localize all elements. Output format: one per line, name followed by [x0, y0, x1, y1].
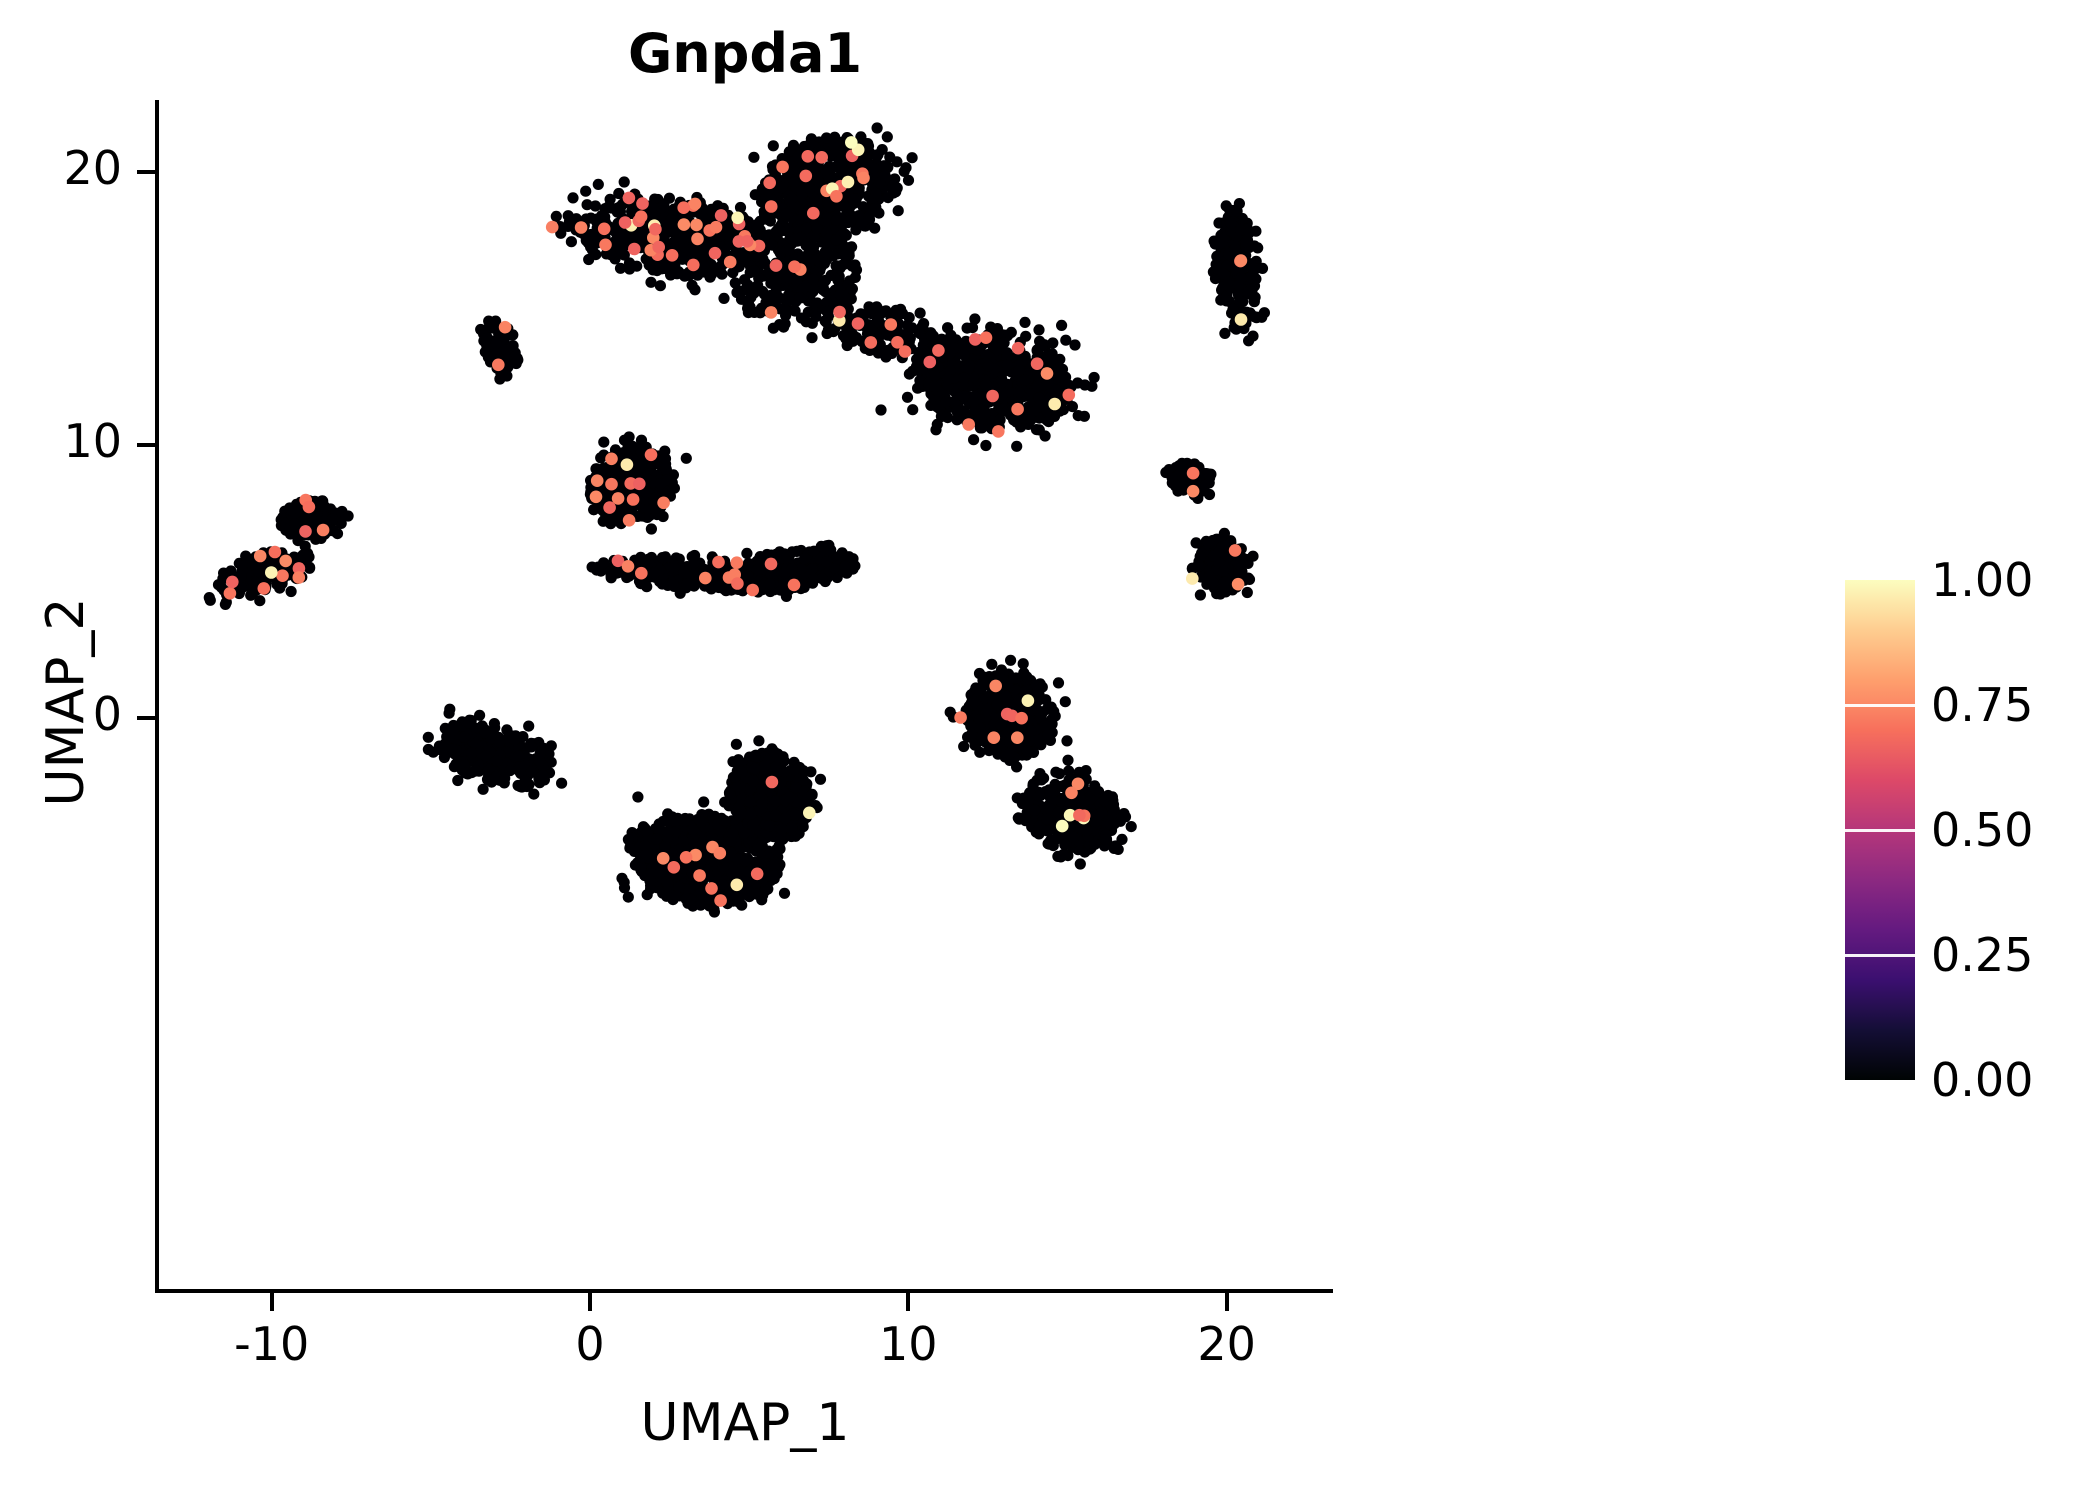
x-tick-mark — [588, 1293, 592, 1311]
y-tick-mark — [137, 716, 155, 720]
scatter-points-high-expression — [223, 136, 1248, 907]
x-tick-label: 10 — [879, 1317, 938, 1371]
colorbar-tick-label: 0.25 — [1931, 928, 2034, 982]
x-tick-label: 0 — [575, 1317, 605, 1371]
colorbar-tick-label: 0.50 — [1931, 803, 2034, 857]
colorbar-tick-mark — [1845, 703, 1915, 707]
colorbar-tick-mark — [1845, 828, 1915, 832]
y-tick-label: 10 — [63, 414, 122, 468]
colorbar-tick-mark — [1845, 1079, 1915, 1082]
x-tick-mark — [906, 1293, 911, 1311]
scatter-plot-panel[interactable] — [155, 100, 1333, 1293]
y-tick-mark — [137, 170, 155, 174]
axis-spine-left — [155, 100, 159, 1293]
y-tick-label: 0 — [92, 687, 122, 741]
colorbar-tick-label: 0.00 — [1931, 1053, 2034, 1107]
x-tick-label: -10 — [234, 1317, 310, 1371]
colorbar-tick-label: 0.75 — [1931, 678, 2034, 732]
axis-spine-bottom — [155, 1289, 1333, 1293]
scatter-points-canvas[interactable] — [155, 100, 1333, 1293]
y-axis-label: UMAP_2 — [36, 597, 96, 807]
x-tick-mark — [269, 1293, 274, 1311]
y-tick-label: 20 — [63, 141, 122, 195]
page-title: Gnpda1 — [627, 22, 863, 85]
x-axis-label: UMAP_1 — [640, 1393, 850, 1453]
colorbar[interactable]: 1.00 0.75 0.50 0.25 0.00 — [1845, 553, 2095, 1107]
y-tick-mark — [137, 443, 155, 447]
colorbar-tick-mark — [1845, 953, 1915, 957]
colorbar-tick-mark — [1845, 579, 1915, 582]
x-tick-mark — [1224, 1293, 1229, 1311]
x-tick-label: 20 — [1197, 1317, 1256, 1371]
colorbar-tick-label: 1.00 — [1931, 553, 2034, 607]
